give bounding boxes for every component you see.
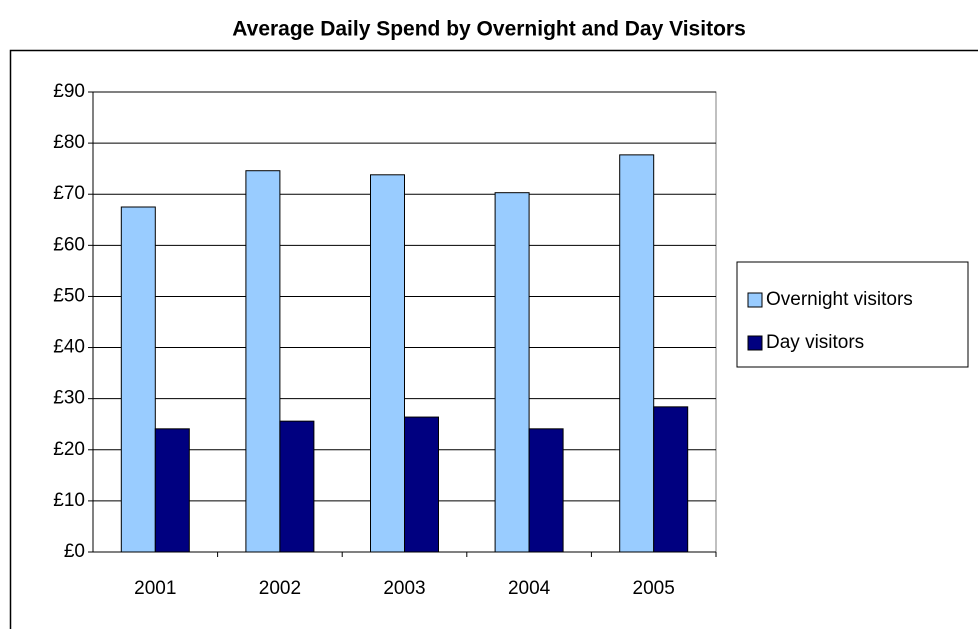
bar bbox=[370, 174, 405, 553]
y-tick-label: £0 bbox=[64, 541, 85, 562]
legend-label: Overnight visitors bbox=[766, 289, 913, 310]
y-tick-label: £30 bbox=[53, 388, 85, 409]
y-tick-label: £60 bbox=[53, 234, 85, 255]
bar bbox=[619, 154, 655, 553]
bar bbox=[404, 416, 439, 553]
legend-swatch bbox=[747, 335, 763, 351]
y-tick-label: £50 bbox=[53, 285, 85, 306]
y-tick-label: £20 bbox=[53, 439, 85, 460]
legend-label: Day visitors bbox=[766, 332, 864, 353]
y-tick-label: £70 bbox=[53, 183, 85, 204]
bar bbox=[494, 192, 530, 553]
x-tick-label: 2005 bbox=[633, 578, 675, 599]
x-tick-label: 2004 bbox=[508, 578, 551, 599]
x-tick-label: 2001 bbox=[134, 578, 176, 599]
bar bbox=[653, 406, 689, 553]
bar bbox=[154, 428, 190, 553]
y-tick-label: £10 bbox=[53, 490, 85, 511]
bar bbox=[528, 428, 564, 553]
x-tick-label: 2002 bbox=[259, 578, 301, 599]
legend-swatch bbox=[747, 292, 763, 308]
legend-box bbox=[736, 261, 969, 368]
y-tick-label: £90 bbox=[53, 81, 85, 102]
y-tick-label: £80 bbox=[53, 132, 85, 153]
chart-title: Average Daily Spend by Overnight and Day… bbox=[232, 18, 746, 41]
bar bbox=[120, 206, 156, 553]
bar bbox=[279, 420, 315, 553]
bar bbox=[245, 170, 281, 553]
x-tick-label: 2003 bbox=[383, 578, 425, 599]
y-tick-label: £40 bbox=[53, 337, 85, 358]
